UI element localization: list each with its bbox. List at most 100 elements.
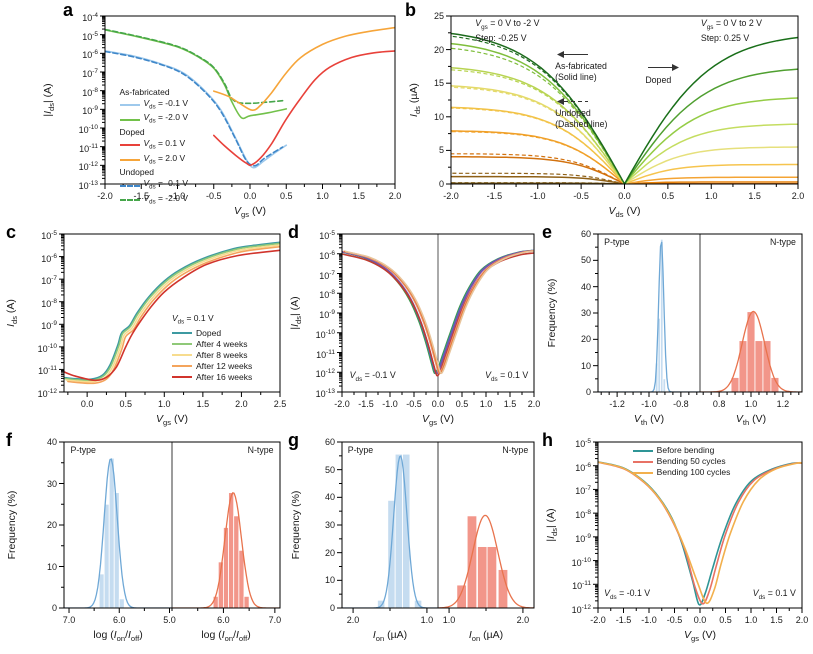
plot-area-g: [337, 441, 535, 613]
undoped-vds-minus0p1-curve: [104, 50, 284, 167]
panel-a-transfer-curves: a 10-13 10-12 10-11 10-10 10-9 10-8 10-7 10-6 10…: [35, 0, 403, 224]
panel-h-bending-transfer-curves: h 10-12 10-11 10-10 10-9 10-8 10-7 10-6 10-5 |Id…: [542, 430, 810, 652]
x-tick-label: 0.0: [243, 191, 257, 201]
plot-frame: [63, 441, 281, 609]
x-tick-label: -1.2: [609, 399, 625, 409]
panel-e-vth-histogram: e 0 10 20 30 40 50 60 Frequency (%) -1.2 -1.0 -0.8…: [542, 222, 810, 428]
histogram-p-type: [598, 238, 700, 393]
x-tick-label: 1.0: [704, 191, 718, 201]
y-tick-label: 20: [46, 520, 57, 530]
y-tick-label: 40: [46, 437, 57, 447]
legend-item: Doped: [172, 328, 252, 339]
as-fabricated-and-undoped-p-branch-dashed-curve: [450, 35, 626, 185]
histogram-bar: [233, 515, 240, 609]
x-tick-label: 6.0: [112, 615, 126, 625]
legend-item-label: Vds = 2.0 V: [143, 152, 186, 166]
x-tick-label: -2.0: [443, 191, 459, 201]
x-tick-label: 0.0: [80, 399, 94, 409]
x-tick-label: 0.8: [712, 399, 726, 409]
x-tick-label: -2.0: [334, 399, 350, 409]
device-5-curve: [343, 249, 535, 375]
plot-frame: [341, 441, 535, 609]
plot-frame: [341, 233, 535, 393]
x-axis-label: Vgs (V): [422, 413, 454, 428]
x-tick-label: -0.5: [573, 191, 589, 201]
as-fabricated-and-undoped-p-branch-curve: [451, 156, 625, 185]
legend-item: Vds = -2.0 V: [119, 193, 188, 208]
legend-swatch-line: [119, 199, 140, 202]
histogram-bar: [477, 546, 488, 609]
legend-item: After 12 weeks: [172, 361, 252, 372]
legend-item-label: Vds = -0.1 V: [143, 178, 189, 191]
as-fabricated-and-undoped-p-branch-dashed-curve: [450, 131, 625, 185]
y-tick-label: 10-6: [575, 461, 591, 473]
y-tick-label: 10-11: [38, 365, 57, 377]
plot-frame: [597, 233, 803, 393]
x-axis-label: log (Ion/Ioff): [201, 629, 251, 644]
annotation: P-type: [70, 445, 96, 456]
legend-item: Vds = 2.0 V: [119, 152, 189, 168]
y-tick-label: 10-11: [572, 580, 591, 592]
x-axis-label: Vth (V): [735, 413, 767, 428]
x-tick-label: 1.5: [770, 615, 783, 625]
annotation: P-type: [347, 445, 374, 456]
y-tick-label: 10-10: [78, 124, 98, 135]
legend-swatch-line: [119, 103, 140, 106]
y-tick-label: 10-9: [575, 532, 591, 544]
bending-50-cycles-curve: [597, 461, 803, 605]
y-tick-label: 10-9: [41, 320, 57, 332]
histogram-bar: [486, 546, 498, 609]
x-tick-label: -1.0: [641, 615, 657, 625]
curves: [104, 26, 396, 169]
panel-g-ion-histogram: g 0 10 20 30 40 50 60 Frequency (%) 2.0 1.0 Ion (µ…: [288, 430, 540, 652]
y-tick-label: 10-13: [78, 180, 98, 191]
legend-item: After 4 weeks: [172, 339, 252, 350]
x-tick-label: -1.5: [486, 191, 503, 201]
y-tick-label: 0: [585, 387, 591, 397]
plot-frame: [104, 15, 396, 185]
y-tick-label: 0: [438, 179, 444, 189]
legend-group-title: Doped: [119, 126, 145, 137]
y-tick-label: 10-13: [315, 388, 335, 399]
legend-swatch-line: [119, 118, 140, 121]
x-tick-label: 0.5: [719, 615, 732, 625]
y-tick-label: 50: [324, 464, 335, 475]
histogram-bar: [243, 595, 250, 609]
panel-label-a: a: [63, 0, 74, 20]
gaussian-fit-curve: [598, 241, 700, 393]
x-tick-label: -0.8: [673, 399, 689, 409]
after-12-weeks-curve: [67, 245, 281, 385]
panel-label-f: f: [6, 430, 12, 450]
y-axis-label: Ids (µA): [407, 83, 423, 117]
y-tick-label: 10-7: [41, 275, 57, 287]
panel-label-c: c: [6, 222, 17, 242]
y-axis-label: |Ids| (A): [544, 508, 560, 542]
x-tick-label: 0.0: [431, 399, 445, 409]
x-tick-label: 1.0: [744, 615, 758, 625]
as-fabricated-and-undoped-p-branch-curve: [451, 175, 625, 185]
x-tick-label: -2.0: [590, 615, 606, 625]
annotation: Vds = 0.1 V: [752, 588, 796, 601]
legend-swatch-line: [119, 184, 140, 187]
curves: [63, 241, 281, 385]
histogram-bar: [754, 340, 764, 393]
x-tick-label: 1.5: [352, 191, 365, 201]
y-tick-label: 10-5: [575, 438, 591, 449]
legend-swatch-line: [119, 158, 140, 161]
x-tick-label: 0.5: [279, 191, 293, 201]
y-tick-label: 10-4: [82, 12, 98, 23]
y-tick-label: 10-12: [78, 161, 98, 173]
panel-label-d: d: [288, 222, 299, 242]
y-tick-label: 10-10: [315, 328, 335, 340]
x-tick-label: 1.0: [744, 399, 758, 409]
histogram-bar: [103, 503, 110, 609]
annotation: Vgs = 0 V to 2 V Step: 0.25 V: [700, 17, 763, 43]
x-axis-label: log (Ion/Ioff): [93, 629, 143, 644]
doped-n-branch-curve: [624, 146, 799, 185]
y-tick-label: 30: [46, 478, 57, 489]
x-tick-label: 2.0: [388, 191, 402, 201]
x-axis-label: Vgs (V): [234, 205, 266, 220]
y-tick-label: 0: [51, 603, 57, 613]
x-tick-label: -1.0: [529, 191, 546, 201]
histogram-bar: [456, 584, 467, 609]
